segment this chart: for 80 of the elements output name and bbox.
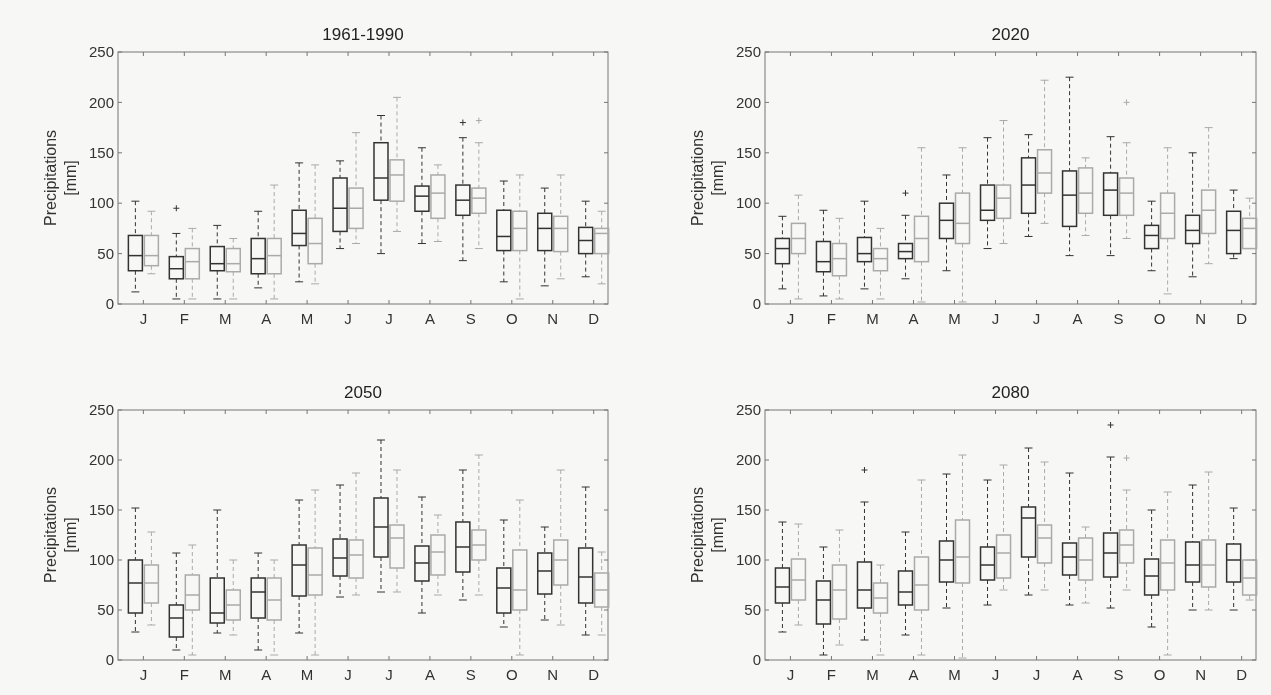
x-tick-label: N	[547, 310, 559, 327]
x-tick-label: F	[826, 666, 837, 683]
y-tick-label: 250	[88, 43, 114, 61]
x-tick-label: F	[826, 310, 837, 327]
x-tick-label: J	[139, 310, 148, 327]
x-tick-label: S	[465, 666, 476, 683]
y-tick-label: 200	[88, 451, 114, 469]
y-tick-label: 0	[752, 651, 761, 669]
y-tick-label: 200	[735, 451, 761, 469]
x-tick-label: J	[344, 310, 352, 327]
y-tick-label: 100	[735, 551, 761, 569]
x-tick-label: J	[385, 310, 393, 327]
x-tick-label: A	[908, 666, 919, 683]
x-tick-label: A	[1072, 310, 1083, 327]
x-tick-label: A	[908, 310, 919, 327]
x-tick-label: D	[588, 666, 600, 683]
x-tick-label: M	[219, 666, 232, 683]
x-tick-label: M	[866, 310, 879, 327]
x-tick-label: M	[948, 666, 961, 683]
x-tick-label: M	[948, 310, 961, 327]
x-tick-label: A	[1072, 666, 1083, 683]
x-tick-label: S	[1113, 666, 1124, 683]
y-tick-label: 50	[97, 601, 114, 619]
x-tick-label: J	[786, 666, 795, 683]
x-tick-label: D	[588, 310, 600, 327]
x-tick-label: J	[991, 666, 1000, 683]
x-tick-label: N	[1195, 666, 1207, 683]
x-tick-label: O	[505, 310, 518, 327]
x-tick-label: A	[261, 310, 272, 327]
x-tick-label: M	[300, 666, 314, 683]
x-tick-label: J	[786, 310, 795, 327]
x-tick-label: F	[179, 666, 189, 683]
x-tick-label: J	[344, 666, 352, 683]
x-tick-label: M	[300, 310, 314, 327]
y-axis-title: Precipitations [mm]	[689, 486, 726, 584]
y-tick-label: 150	[88, 501, 114, 519]
y-axis-title: Precipitations [mm]	[42, 129, 79, 227]
x-tick-label: D	[1236, 666, 1248, 683]
y-tick-label: 200	[88, 93, 114, 111]
x-tick-label: S	[1113, 310, 1124, 327]
y-tick-label: 50	[744, 601, 761, 619]
y-tick-label: 250	[88, 401, 114, 419]
x-tick-label: A	[424, 310, 435, 327]
x-tick-label: A	[261, 666, 272, 683]
y-tick-label: 0	[105, 651, 114, 669]
y-axis-title: Precipitations [mm]	[689, 129, 726, 227]
x-tick-label: M	[866, 666, 879, 683]
y-tick-label: 200	[735, 93, 761, 111]
y-tick-label: 250	[735, 43, 761, 61]
x-tick-label: N	[547, 666, 559, 683]
x-tick-label: O	[1153, 666, 1166, 683]
x-tick-label: S	[465, 310, 476, 327]
x-tick-label: D	[1236, 310, 1248, 327]
x-tick-label: J	[139, 666, 148, 683]
x-tick-label: F	[179, 310, 189, 327]
chart-title: 1961-1990	[322, 25, 404, 44]
x-tick-label: J	[385, 666, 393, 683]
x-tick-label: M	[219, 310, 232, 327]
y-tick-label: 0	[105, 295, 114, 313]
y-tick-label: 150	[735, 501, 761, 519]
y-tick-label: 150	[88, 144, 114, 162]
chart-title: 2020	[991, 25, 1030, 44]
y-tick-label: 250	[735, 401, 761, 419]
x-tick-label: J	[991, 310, 1000, 327]
y-tick-label: 0	[752, 295, 761, 313]
y-tick-label: 150	[735, 144, 761, 162]
y-tick-label: 100	[88, 551, 114, 569]
x-tick-label: O	[1153, 310, 1166, 327]
y-tick-label: 100	[88, 194, 114, 212]
y-tick-label: 50	[97, 244, 114, 262]
x-tick-label: O	[505, 666, 518, 683]
x-tick-label: J	[1032, 310, 1041, 327]
y-axis-title: Precipitations [mm]	[42, 486, 79, 584]
x-tick-label: J	[1032, 666, 1041, 683]
chart-title: 2050	[344, 383, 382, 402]
y-tick-label: 50	[744, 244, 761, 262]
x-tick-label: N	[1195, 310, 1207, 327]
chart-title: 2080	[991, 383, 1030, 402]
x-tick-label: A	[424, 666, 435, 683]
y-tick-label: 100	[735, 194, 761, 212]
